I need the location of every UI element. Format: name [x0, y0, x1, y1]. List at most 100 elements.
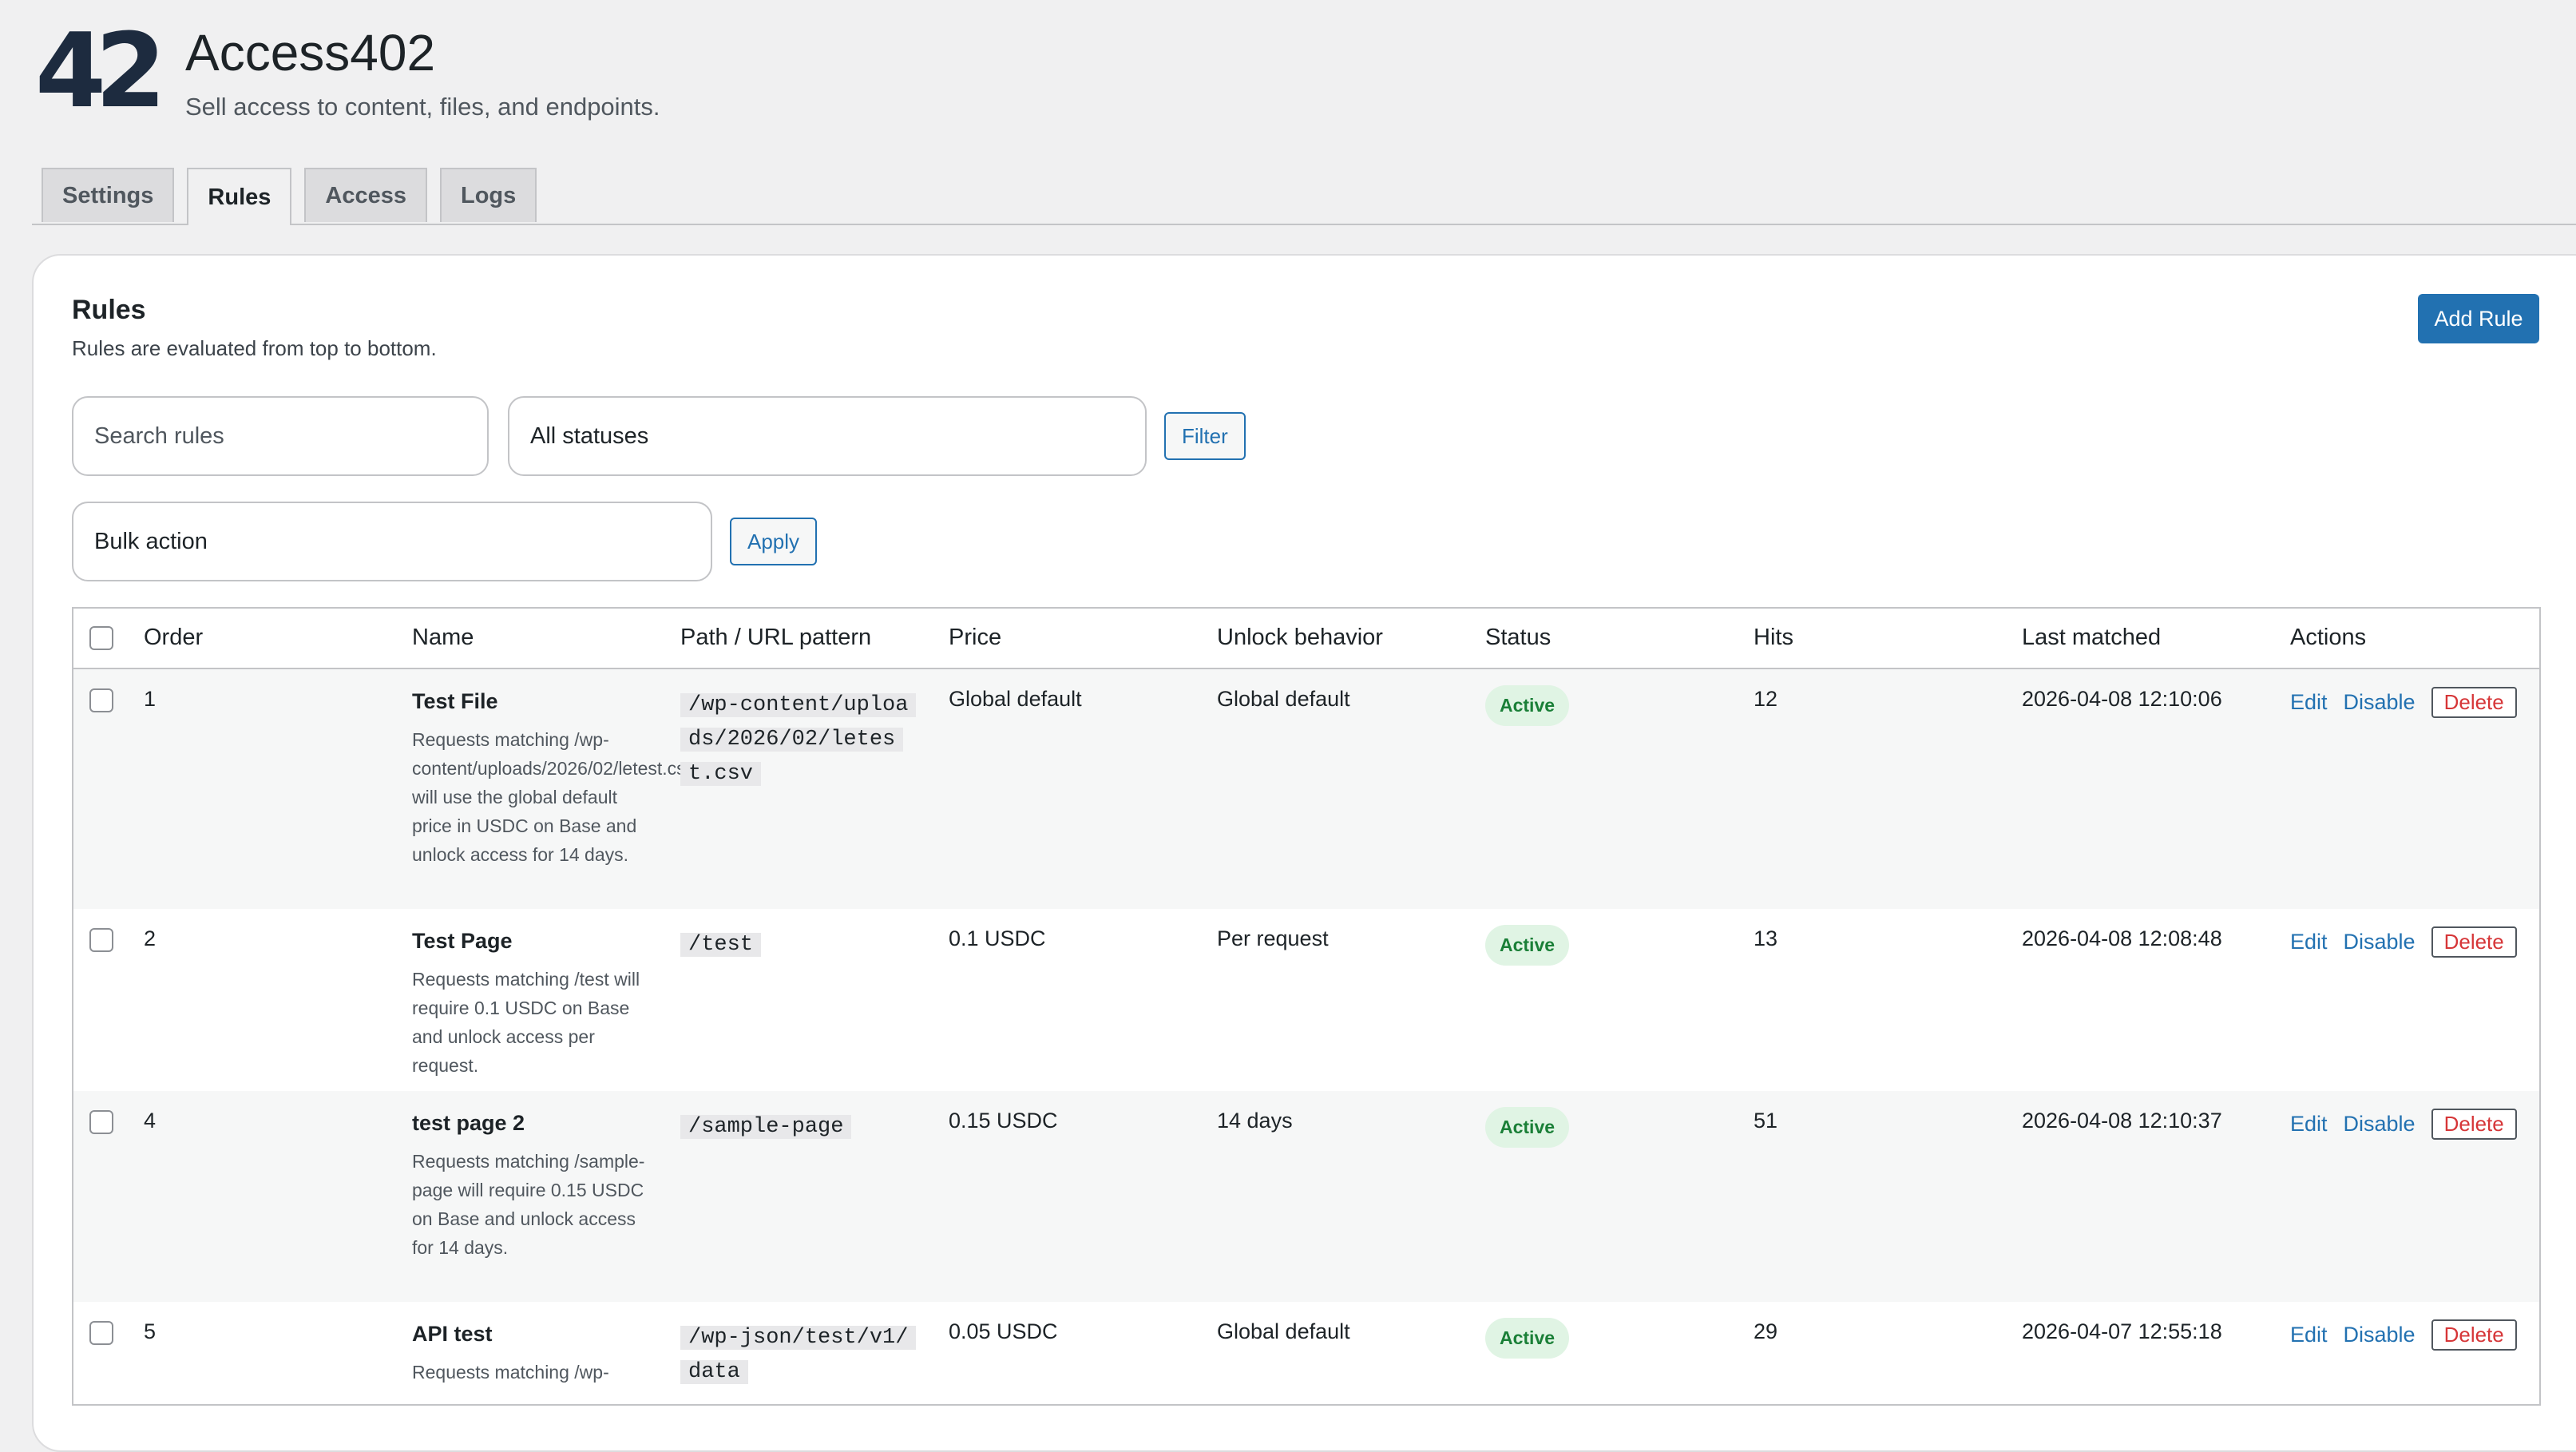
delete-button[interactable]: Delete — [2431, 687, 2517, 718]
status-badge: Active — [1485, 925, 1570, 966]
row-hits: 13 — [1754, 926, 1778, 950]
row-last-matched: 2026-04-08 12:10:06 — [2022, 687, 2222, 711]
bulk-action-select[interactable]: Bulk action — [72, 502, 712, 581]
row-unlock-behavior: Global default — [1217, 1319, 1350, 1343]
row-status: Active — [1485, 1107, 1570, 1148]
row-path: /wp-json/test/v1/data — [680, 1319, 917, 1388]
row-path: /wp-content/uploads/2026/02/letest.csv — [680, 687, 917, 790]
rule-description: Requests matching /sample-page will requ… — [412, 1151, 645, 1258]
add-rule-button[interactable]: Add Rule — [2418, 294, 2539, 343]
status-badge: Active — [1485, 1318, 1570, 1359]
rule-description: Requests matching /wp-content/uploads/20… — [412, 729, 696, 865]
row-unlock-behavior: 14 days — [1217, 1109, 1293, 1133]
header-actions: Actions — [2290, 625, 2367, 650]
rule-name: Test Page — [412, 929, 513, 953]
row-checkbox[interactable] — [89, 688, 113, 712]
row-actions: Edit Disable Delete — [2290, 1109, 2517, 1140]
row-last-matched: 2026-04-07 12:55:18 — [2022, 1319, 2222, 1343]
page-subtitle: Sell access to content, files, and endpo… — [185, 93, 660, 121]
row-order: 5 — [144, 1319, 157, 1343]
table-row: 2 Test Page Requests matching /test will… — [73, 909, 2539, 1091]
delete-button[interactable]: Delete — [2431, 1319, 2517, 1351]
table-row: 1 Test File Requests matching /wp-conten… — [73, 669, 2539, 909]
edit-link[interactable]: Edit — [2290, 1323, 2328, 1347]
delete-button[interactable]: Delete — [2431, 926, 2517, 958]
status-badge: Active — [1485, 1107, 1570, 1148]
row-price: 0.15 USDC — [949, 1109, 1058, 1133]
select-all-checkbox[interactable] — [89, 626, 113, 650]
table-row: 4 test page 2 Requests matching /sample-… — [73, 1091, 2539, 1302]
row-price: 0.1 USDC — [949, 926, 1046, 950]
status-select[interactable]: All statuses — [508, 396, 1147, 476]
path-pattern: /sample-page — [680, 1115, 852, 1139]
disable-link[interactable]: Disable — [2343, 1112, 2415, 1136]
row-name: test page 2 Requests matching /sample-pa… — [412, 1109, 652, 1262]
page-title: Access402 — [185, 24, 436, 81]
row-checkbox[interactable] — [89, 928, 113, 952]
nav-tabs: Settings Rules Access Logs — [42, 168, 537, 225]
filter-button[interactable]: Filter — [1164, 412, 1246, 460]
row-hits: 51 — [1754, 1109, 1778, 1133]
row-status: Active — [1485, 1318, 1570, 1359]
row-actions: Edit Disable Delete — [2290, 687, 2517, 718]
path-pattern: /wp-content/uploads/2026/02/letest.csv — [680, 693, 917, 786]
row-path: /test — [680, 926, 909, 961]
header-path: Path / URL pattern — [680, 625, 872, 650]
header-hits: Hits — [1754, 625, 1793, 650]
search-input[interactable]: Search rules — [72, 396, 489, 476]
edit-link[interactable]: Edit — [2290, 1112, 2328, 1136]
tab-logs[interactable]: Logs — [439, 168, 537, 222]
row-order: 2 — [144, 926, 157, 950]
app-logo: 42 — [35, 12, 166, 131]
row-hits: 12 — [1754, 687, 1778, 711]
row-actions: Edit Disable Delete — [2290, 1319, 2517, 1351]
row-checkbox[interactable] — [89, 1321, 113, 1345]
tabs-divider — [32, 224, 2576, 225]
row-order: 4 — [144, 1109, 157, 1133]
table-header: Order Name Path / URL pattern Price Unlo… — [73, 609, 2539, 669]
rules-table: Order Name Path / URL pattern Price Unlo… — [72, 607, 2541, 1406]
rule-description: Requests matching /wp- — [412, 1362, 609, 1383]
table-row: 5 API test Requests matching /wp- /wp-js… — [73, 1302, 2539, 1404]
rule-name: API test — [412, 1322, 493, 1346]
path-pattern: /test — [680, 933, 762, 957]
disable-link[interactable]: Disable — [2343, 930, 2415, 954]
row-name: Test File Requests matching /wp-content/… — [412, 687, 696, 869]
rules-subtitle: Rules are evaluated from top to bottom. — [72, 336, 437, 360]
row-unlock-behavior: Global default — [1217, 687, 1350, 711]
disable-link[interactable]: Disable — [2343, 690, 2415, 714]
tab-access[interactable]: Access — [304, 168, 427, 222]
row-status: Active — [1485, 685, 1570, 726]
row-name: Test Page Requests matching /test will r… — [412, 926, 652, 1080]
rule-description: Requests matching /test will require 0.1… — [412, 969, 640, 1076]
rules-title: Rules — [72, 295, 146, 325]
status-badge: Active — [1485, 685, 1570, 726]
row-unlock-behavior: Per request — [1217, 926, 1329, 950]
row-path: /sample-page — [680, 1109, 909, 1143]
row-checkbox[interactable] — [89, 1110, 113, 1134]
tab-settings[interactable]: Settings — [42, 168, 175, 222]
header-name[interactable]: Name — [412, 625, 474, 650]
path-pattern: /wp-json/test/v1/data — [680, 1326, 917, 1384]
row-price: Global default — [949, 687, 1082, 711]
row-order: 1 — [144, 687, 157, 711]
row-last-matched: 2026-04-08 12:10:37 — [2022, 1109, 2222, 1133]
header-status: Status — [1485, 625, 1552, 650]
apply-button[interactable]: Apply — [730, 518, 818, 565]
edit-link[interactable]: Edit — [2290, 690, 2328, 714]
edit-link[interactable]: Edit — [2290, 930, 2328, 954]
rule-name: Test File — [412, 689, 498, 713]
row-status: Active — [1485, 925, 1570, 966]
row-name: API test Requests matching /wp- — [412, 1319, 652, 1387]
rule-name: test page 2 — [412, 1111, 525, 1135]
disable-link[interactable]: Disable — [2343, 1323, 2415, 1347]
header-last-matched: Last matched — [2022, 625, 2162, 650]
row-actions: Edit Disable Delete — [2290, 926, 2517, 958]
header-price: Price — [949, 625, 1002, 650]
tab-rules[interactable]: Rules — [187, 168, 292, 225]
row-price: 0.05 USDC — [949, 1319, 1058, 1343]
row-last-matched: 2026-04-08 12:08:48 — [2022, 926, 2222, 950]
header-unlock-behavior: Unlock behavior — [1217, 625, 1383, 650]
header-order[interactable]: Order — [144, 625, 204, 650]
delete-button[interactable]: Delete — [2431, 1109, 2517, 1140]
